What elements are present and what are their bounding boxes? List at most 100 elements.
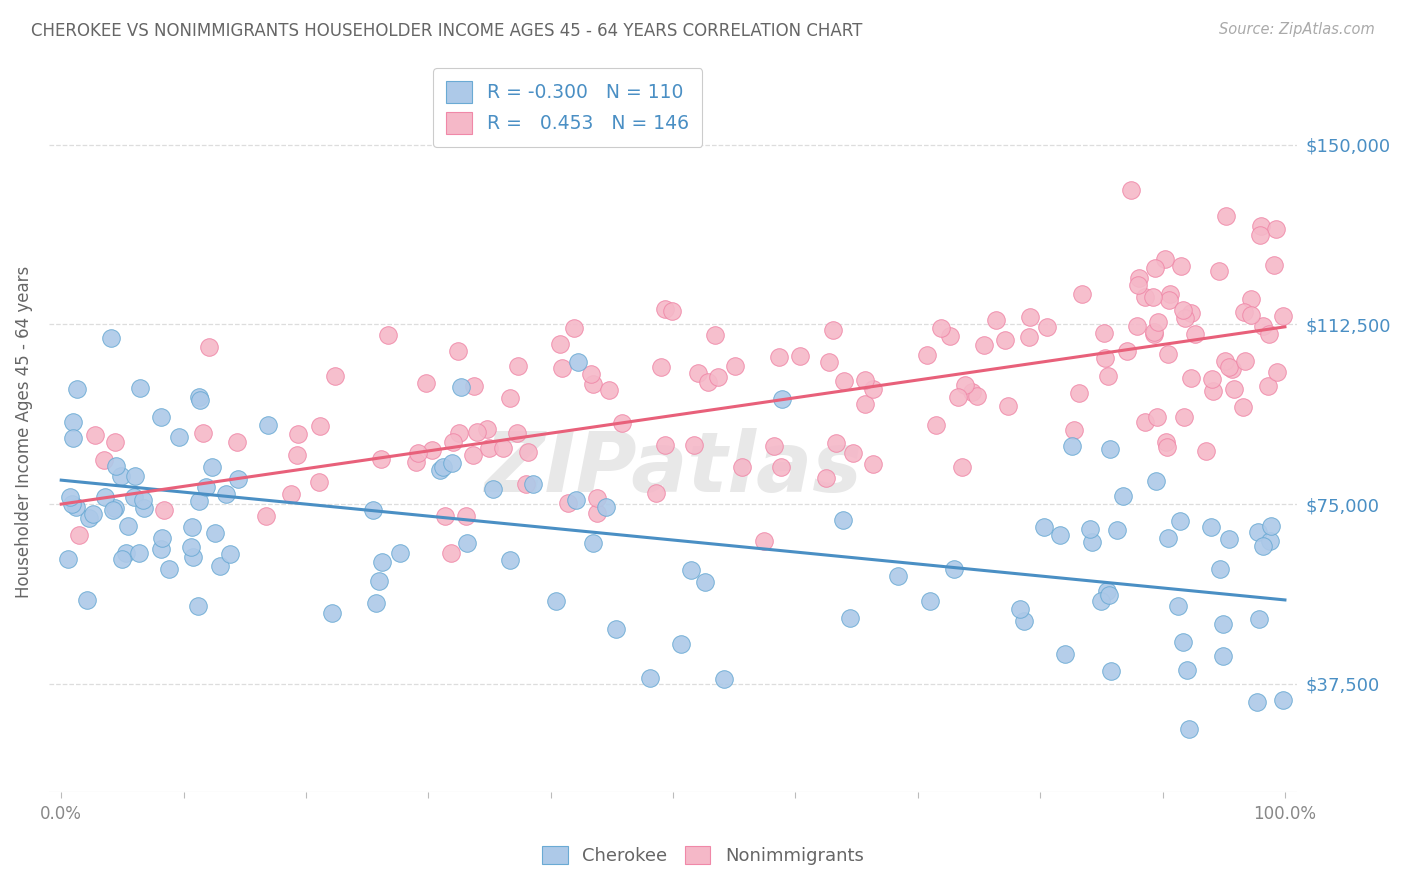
Point <box>84 427 107 442</box>
Point <box>389 546 412 560</box>
Point <box>368 574 391 588</box>
Point <box>366 596 388 610</box>
Point <box>188 393 211 408</box>
Point <box>475 422 498 436</box>
Point <box>1173 409 1195 424</box>
Point <box>661 304 683 318</box>
Point <box>157 562 180 576</box>
Point <box>1180 371 1202 385</box>
Point <box>187 390 209 404</box>
Point <box>422 443 444 458</box>
Point <box>1215 353 1237 368</box>
Point <box>686 366 709 380</box>
Point <box>1078 522 1101 536</box>
Point <box>62 431 84 445</box>
Point <box>1154 435 1177 450</box>
Point <box>1199 520 1222 534</box>
Point <box>188 493 211 508</box>
Point <box>1178 723 1201 737</box>
Point <box>1146 409 1168 424</box>
Point <box>939 329 962 343</box>
Point <box>257 417 280 432</box>
Point <box>115 546 138 560</box>
Point <box>1049 527 1071 541</box>
Point <box>370 451 392 466</box>
Point <box>522 476 544 491</box>
Point <box>150 409 173 424</box>
Point <box>441 456 464 470</box>
Point <box>1220 362 1243 376</box>
Point <box>1143 326 1166 341</box>
Point <box>654 302 676 317</box>
Point <box>1208 264 1230 278</box>
Point <box>1115 343 1137 358</box>
Point <box>124 491 146 505</box>
Point <box>1012 615 1035 629</box>
Point <box>917 348 939 362</box>
Legend: Cherokee, Nonimmigrants: Cherokee, Nonimmigrants <box>533 837 873 874</box>
Point <box>129 381 152 395</box>
Point <box>1126 319 1149 334</box>
Point <box>181 520 204 534</box>
Point <box>683 438 706 452</box>
Point <box>650 359 672 374</box>
Point <box>1240 292 1263 306</box>
Point <box>669 637 692 651</box>
Point <box>1209 562 1232 576</box>
Point <box>1258 534 1281 549</box>
Point <box>817 355 839 369</box>
Point <box>770 459 793 474</box>
Point <box>1170 515 1192 529</box>
Point <box>1156 441 1178 455</box>
Point <box>110 469 132 483</box>
Point <box>1240 308 1263 322</box>
Point <box>562 321 585 335</box>
Point <box>128 546 150 560</box>
Point <box>1126 278 1149 293</box>
Point <box>754 533 776 548</box>
Point <box>309 419 332 434</box>
Point <box>973 338 995 352</box>
Point <box>1265 365 1288 379</box>
Point <box>134 501 156 516</box>
Point <box>579 367 602 381</box>
Point <box>564 493 586 508</box>
Point <box>124 469 146 483</box>
Point <box>731 459 754 474</box>
Point <box>204 525 226 540</box>
Point <box>862 457 884 471</box>
Point <box>117 519 139 533</box>
Point <box>104 500 127 515</box>
Point <box>1247 524 1270 539</box>
Point <box>1263 258 1285 272</box>
Point <box>1233 304 1256 318</box>
Point <box>191 426 214 441</box>
Point <box>1133 290 1156 304</box>
Point <box>1250 219 1272 233</box>
Point <box>1092 326 1115 340</box>
Point <box>69 528 91 542</box>
Point <box>1159 293 1181 308</box>
Point <box>1202 384 1225 399</box>
Point <box>693 574 716 589</box>
Point <box>1063 423 1085 437</box>
Point <box>567 355 589 369</box>
Point <box>644 485 666 500</box>
Point <box>371 556 394 570</box>
Point <box>131 492 153 507</box>
Point <box>429 463 451 477</box>
Point <box>1128 271 1150 285</box>
Point <box>150 531 173 545</box>
Point <box>447 343 470 358</box>
Point <box>104 458 127 473</box>
Point <box>1060 439 1083 453</box>
Point <box>823 322 845 336</box>
Point <box>1218 532 1240 546</box>
Point <box>443 435 465 450</box>
Point <box>1233 354 1256 368</box>
Point <box>681 563 703 577</box>
Point <box>454 508 477 523</box>
Point <box>942 562 965 576</box>
Point <box>984 313 1007 327</box>
Point <box>953 378 976 392</box>
